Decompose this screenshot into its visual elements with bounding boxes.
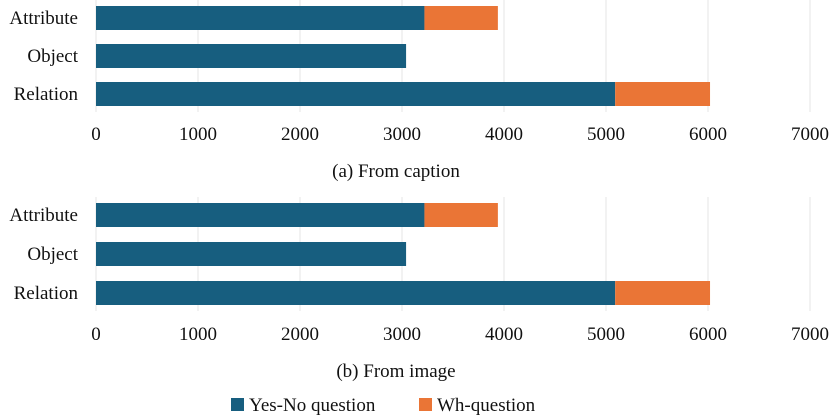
legend-label-wh: Wh-question [437,395,536,416]
category-label: Object [27,244,78,265]
bar-yes-no-attribute [96,6,425,30]
category-label: Object [27,46,78,67]
category-label: Relation [14,283,79,304]
x-tick-label: 3000 [383,324,421,345]
bar-yes-no-attribute [96,203,425,227]
bar-yes-no-object [96,242,407,266]
legend: Yes-No question Wh-question [231,395,536,416]
category-label: Relation [14,84,79,105]
x-tick-label: 2000 [281,124,319,145]
panel-from-caption: 0 1000 2000 3000 4000 5000 6000 7000 Attribute Ob… [9,0,829,182]
x-tick-label: 6000 [689,124,727,145]
bar-yes-no-relation [96,281,616,305]
x-tick-label: 7000 [791,324,829,345]
bar-wh-relation [615,82,711,106]
legend-label-yes-no: Yes-No question [249,395,376,416]
category-label: Attribute [9,8,78,29]
x-tick-label: 1000 [179,124,217,145]
bar-wh-attribute [424,203,498,227]
panel-caption: (b) From image [336,361,455,382]
bar-wh-relation [615,281,711,305]
bar-wh-attribute [424,6,498,30]
panel-from-image: 0 1000 2000 3000 4000 5000 6000 7000 Attribute Ob… [9,197,829,382]
bar-yes-no-relation [96,82,616,106]
x-tick-label: 0 [91,124,101,145]
x-tick-label: 7000 [791,124,829,145]
x-tick-label: 0 [91,324,101,345]
x-tick-label: 1000 [179,324,217,345]
x-tick-label: 5000 [587,324,625,345]
bar-yes-no-object [96,44,407,68]
x-tick-label: 4000 [485,324,523,345]
x-tick-label: 3000 [383,124,421,145]
legend-swatch-yes-no [231,398,244,411]
legend-swatch-wh [419,398,432,411]
x-tick-label: 2000 [281,324,319,345]
panel-caption: (a) From caption [332,161,460,182]
x-tick-label: 5000 [587,124,625,145]
category-label: Attribute [9,205,78,226]
x-tick-label: 6000 [689,324,727,345]
x-tick-label: 4000 [485,124,523,145]
